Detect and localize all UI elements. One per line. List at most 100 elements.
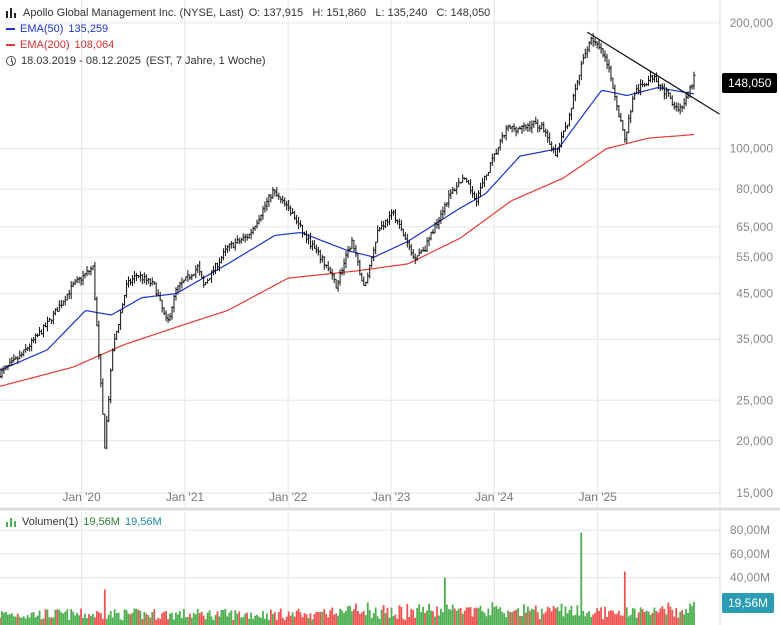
volume-bar	[641, 609, 644, 625]
volume-bar	[358, 614, 361, 625]
volume-bar	[273, 612, 276, 625]
volume-bar	[226, 616, 229, 625]
volume-bar	[262, 610, 264, 625]
volume-bar	[483, 612, 486, 625]
volume-bar	[643, 612, 646, 625]
volume-bar	[64, 611, 67, 625]
volume-bar	[558, 611, 561, 625]
volume-bar	[125, 610, 128, 625]
volume-bar	[184, 617, 187, 625]
volume-bar	[364, 615, 367, 625]
volume-bar	[204, 619, 207, 625]
volume-bar	[394, 614, 397, 625]
volume-bar	[623, 571, 626, 625]
volume-bar	[190, 617, 193, 625]
volume-bar	[588, 611, 591, 625]
volume-bar	[663, 609, 666, 625]
volume-bar	[438, 615, 440, 625]
bar-chart-icon	[6, 8, 18, 18]
volume-bar	[592, 614, 595, 625]
volume-bar	[552, 605, 555, 625]
volume-bar	[675, 607, 678, 625]
volume-bar	[175, 612, 177, 625]
volume-bar	[283, 619, 286, 625]
volume-bar	[305, 614, 308, 625]
volume-bar	[279, 608, 282, 625]
volume-bar	[619, 615, 622, 625]
volume-bar	[451, 604, 454, 625]
volume-bar	[347, 606, 349, 625]
volume-bar	[538, 619, 541, 625]
volume-bar	[52, 617, 55, 625]
volume-bar	[321, 611, 324, 625]
volume-bar	[412, 610, 415, 625]
volume-bar	[264, 618, 266, 625]
clock-icon	[6, 56, 16, 66]
volume-bar	[277, 612, 280, 625]
volume-bar	[536, 612, 539, 625]
volume-bar	[291, 612, 294, 625]
price-tick-label: 20,000	[736, 434, 773, 448]
legend-ema200[interactable]: EMA(200) 108,064	[6, 37, 490, 53]
volume-bar	[564, 606, 567, 625]
volume-bar	[402, 618, 405, 625]
volume-bar	[521, 616, 523, 625]
volume-bar	[107, 614, 110, 625]
volume-bar	[495, 605, 498, 625]
volume-bar	[582, 610, 585, 625]
volume-bar	[186, 616, 189, 625]
volume-bar	[637, 612, 640, 625]
volume-bar	[12, 616, 15, 625]
volume-bar	[669, 606, 672, 625]
volume-icon	[6, 517, 17, 527]
volume-bar	[20, 617, 23, 625]
ema50-key-icon	[6, 28, 15, 30]
price-tick-label: 25,000	[736, 393, 773, 407]
volume-bar	[165, 611, 167, 625]
volume-bar	[621, 615, 624, 625]
volume-bar	[232, 619, 235, 625]
volume-bar	[295, 610, 298, 625]
volume-bar	[548, 608, 551, 625]
volume-bar	[80, 608, 82, 625]
price-tick-label: 100,000	[730, 142, 774, 156]
volume-bar	[614, 614, 616, 625]
volume-bar	[70, 608, 73, 625]
volume-bar	[432, 611, 434, 625]
volume-bar	[319, 611, 322, 625]
price-tick-label: 200,000	[730, 16, 774, 30]
volume-bar	[691, 605, 693, 625]
volume-bar	[639, 607, 642, 625]
volume-bar	[266, 613, 268, 625]
volume-bar	[179, 610, 181, 625]
volume-bar	[655, 611, 658, 625]
trendline	[586, 31, 721, 115]
volume-bar	[260, 617, 262, 625]
volume-bar	[105, 618, 108, 625]
volume-bar	[471, 616, 474, 625]
volume-bar	[388, 617, 391, 625]
trendline-path	[586, 31, 721, 115]
legend-ema50[interactable]: EMA(50) 135,259	[6, 21, 490, 37]
volume-bar	[477, 608, 480, 625]
volume-bar	[206, 612, 209, 625]
volume-bar	[426, 610, 428, 625]
volume-grid	[0, 512, 720, 625]
price-tick-label: 45,000	[736, 287, 773, 301]
volume-bar	[123, 609, 126, 625]
volume-bar	[169, 613, 171, 625]
volume-bar	[3, 612, 5, 625]
volume-bar	[517, 608, 519, 625]
volume-bar	[32, 612, 35, 625]
ema50-line	[0, 87, 695, 371]
volume-bar	[24, 618, 27, 625]
volume-bar	[127, 613, 130, 625]
volume-bar	[447, 609, 450, 625]
volume-bar	[250, 612, 253, 625]
volume-bar	[113, 609, 116, 625]
volume-bar	[562, 616, 565, 625]
volume-bar	[386, 607, 389, 625]
time-tick-label: Jan '25	[579, 490, 618, 504]
ema50-label: EMA(50)	[20, 23, 64, 35]
volume-bar	[384, 613, 387, 625]
